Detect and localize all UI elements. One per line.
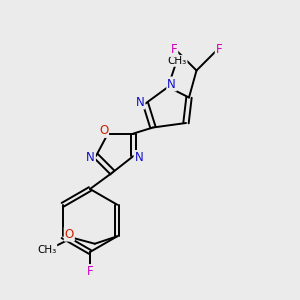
Text: O: O — [65, 228, 74, 241]
Text: O: O — [99, 124, 108, 137]
Text: F: F — [87, 265, 93, 278]
Text: F: F — [216, 43, 222, 56]
Text: N: N — [86, 151, 95, 164]
Text: F: F — [171, 43, 177, 56]
Text: N: N — [167, 77, 176, 91]
Text: N: N — [136, 95, 145, 109]
Text: CH₃: CH₃ — [167, 56, 187, 66]
Text: CH₃: CH₃ — [37, 245, 56, 255]
Text: N: N — [134, 151, 143, 164]
